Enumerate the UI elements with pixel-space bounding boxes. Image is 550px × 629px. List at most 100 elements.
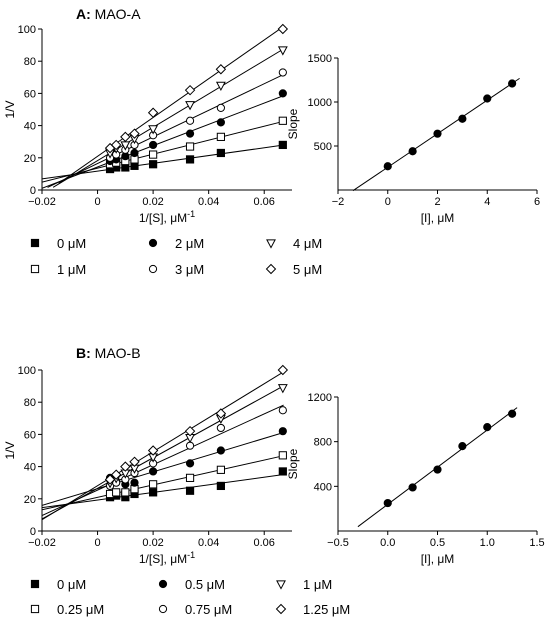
- replot-data-point: [483, 94, 492, 103]
- lb-y-tick-label: 20: [24, 494, 36, 506]
- legend-label: 3 μM: [175, 262, 204, 277]
- lb-y-tick-label: 100: [18, 24, 36, 36]
- lb-y-axis-label: 1/V: [3, 441, 17, 459]
- legend-item: 1 μM: [276, 577, 332, 592]
- data-point: [216, 103, 225, 112]
- data-point: [278, 68, 287, 77]
- lb-x-tick-label: 0.02: [142, 196, 163, 208]
- data-point: [130, 478, 139, 487]
- data-point: [129, 456, 140, 467]
- rep-x-tick-label: 0: [385, 196, 391, 208]
- legend-label: 1 μM: [57, 262, 86, 277]
- fit-line: [42, 120, 284, 183]
- data-point: [149, 480, 158, 489]
- data-point: [215, 81, 226, 92]
- legend-label: 1.25 μM: [303, 602, 350, 617]
- data-point: [278, 89, 287, 98]
- rep-x-tick-label: 2: [434, 196, 440, 208]
- replot: −0.5 0.0 0.5 1.0 1.5 400 800 1200 [I], μM Slope: [286, 392, 545, 566]
- panel-b: B: MAO-B−0.02 0 0.02 0.04 0.060204060801001/…: [3, 345, 545, 617]
- data-point: [216, 148, 225, 158]
- lb-x-tick-label: 0: [94, 196, 100, 208]
- rep-y-tick-label: 400: [314, 481, 332, 493]
- legend-marker: [148, 264, 158, 274]
- fit-line: [58, 27, 284, 184]
- data-point: [277, 46, 288, 56]
- legend-marker: [158, 604, 168, 614]
- data-point: [216, 132, 225, 141]
- data-point: [147, 107, 159, 118]
- data-point: [216, 423, 225, 433]
- lb-x-axis-label: 1/[S], μM-1: [139, 550, 195, 566]
- x-axis-label-superscript: -1: [187, 209, 195, 219]
- legend: 0 μM 0.5 μM 1 μM 0.25 μM 0.75 μM 1.25 μM: [30, 577, 350, 617]
- replot-data-point: [433, 129, 442, 138]
- fit-line: [42, 455, 284, 511]
- replot-data-point: [458, 114, 467, 123]
- lb-y-tick-label: 20: [24, 153, 36, 165]
- data-point: [148, 125, 159, 135]
- lb-y-tick-label: 60: [24, 429, 36, 441]
- panel-title: B: MAO-B: [76, 345, 141, 361]
- data-point: [277, 364, 289, 376]
- replot: −2 0 2 4 6 500 1000 1500 [I], μM Slope: [286, 53, 540, 225]
- legend: 0 μM 2 μM 4 μM 1 μM 3 μM 5 μM: [30, 236, 322, 277]
- replot-data-point: [408, 483, 417, 492]
- lb-x-tick-label: 0.02: [142, 537, 163, 549]
- data-point: [130, 148, 139, 158]
- panel-title-prefix: A:: [76, 6, 91, 22]
- data-point: [215, 64, 227, 75]
- data-point: [184, 84, 196, 96]
- legend-label: 0.5 μM: [185, 577, 225, 592]
- data-point: [216, 446, 225, 455]
- data-point: [277, 384, 288, 394]
- replot-data-point: [433, 465, 442, 474]
- fit-line: [42, 371, 284, 521]
- replot-x-axis-label: [I], μM: [421, 211, 455, 225]
- data-point: [185, 101, 195, 111]
- legend-label: 5 μM: [293, 262, 322, 277]
- rep-x-tick-label: −2: [332, 196, 345, 208]
- legend-item: 0.25 μM: [30, 602, 104, 617]
- lb-y-tick-label: 100: [18, 365, 36, 377]
- data-point: [104, 474, 116, 485]
- legend-label: 0 μM: [57, 236, 86, 251]
- data-point: [185, 459, 195, 468]
- panel-title: A: MAO-A: [76, 6, 141, 22]
- data-point: [120, 461, 131, 472]
- data-point: [110, 469, 122, 480]
- rep-x-tick-label: 0.0: [380, 537, 395, 549]
- lb-x-tick-label: 0.06: [254, 196, 275, 208]
- data-point: [278, 451, 287, 460]
- rep-y-tick-label: 500: [314, 141, 332, 153]
- legend-marker: [30, 579, 40, 589]
- lb-x-tick-label: 0.06: [254, 537, 275, 549]
- lb-x-tick-label: 0: [94, 537, 100, 549]
- data-point: [149, 150, 158, 159]
- legend-item: 1 μM: [30, 262, 86, 277]
- replot-data-point: [483, 423, 492, 432]
- legend-item: 4 μM: [266, 236, 322, 251]
- data-point: [185, 473, 195, 482]
- lb-x-tick-label: −0.02: [28, 196, 56, 208]
- data-point: [185, 116, 195, 125]
- data-point: [277, 23, 289, 35]
- legend-marker: [276, 580, 286, 590]
- rep-y-tick-label: 1200: [308, 392, 332, 404]
- data-point: [216, 118, 225, 127]
- rep-x-tick-label: 6: [534, 196, 540, 208]
- data-point: [121, 488, 130, 497]
- lb-y-tick-label: 80: [24, 397, 36, 409]
- data-point: [278, 406, 287, 415]
- legend-item: 5 μM: [265, 262, 322, 277]
- replot-x-axis-label: [I], μM: [421, 552, 455, 566]
- rep-x-tick-label: 0.5: [430, 537, 445, 549]
- fit-line: [47, 73, 284, 188]
- legend-item: 0 μM: [30, 236, 86, 251]
- data-point: [278, 467, 287, 476]
- lb-x-tick-label: 0.04: [198, 196, 219, 208]
- legend-label: 4 μM: [293, 236, 322, 251]
- data-point: [149, 140, 158, 150]
- rep-y-tick-label: 800: [314, 437, 332, 449]
- replot-y-axis-label: Slope: [286, 108, 300, 139]
